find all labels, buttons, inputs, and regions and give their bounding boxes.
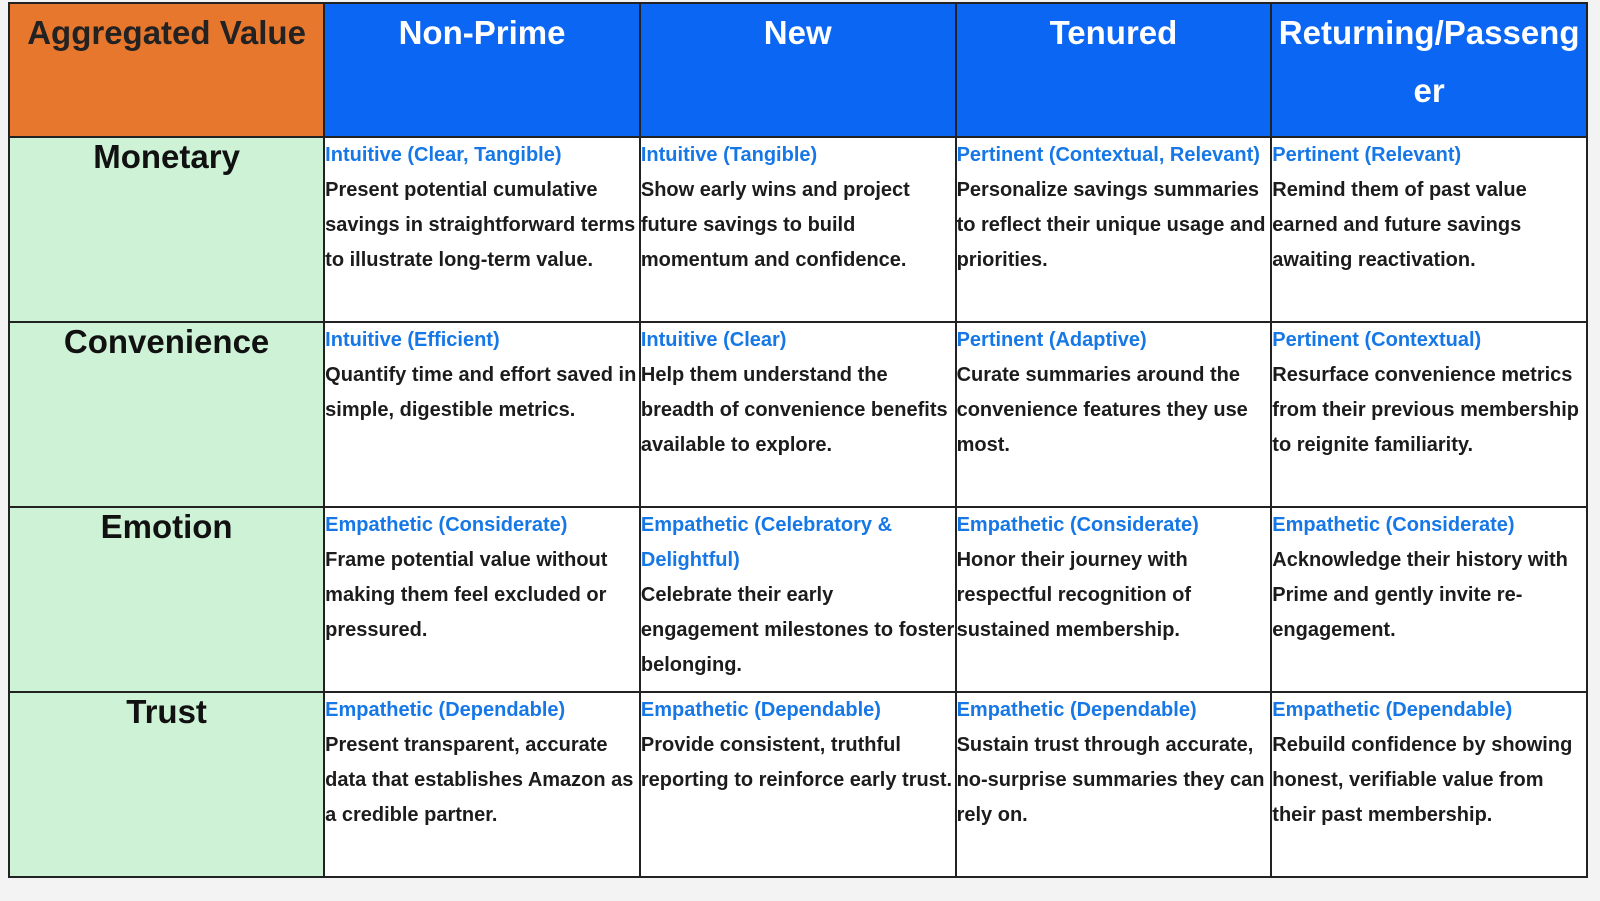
segment-header-new: New [638, 2, 957, 138]
table-cell: Empathetic (Dependable) Present transpar… [323, 691, 641, 878]
cell-tag: Intuitive (Efficient) [325, 329, 500, 351]
cell-text: Frame potential value without making the… [325, 549, 608, 641]
cell-tag: Intuitive (Clear, Tangible) [325, 144, 562, 166]
table-cell: Empathetic (Celebratory & Delightful) Ce… [638, 506, 957, 693]
table-cell: Pertinent (Relevant) Remind them of past… [1270, 136, 1588, 323]
table-cell: Empathetic (Dependable) Sustain trust th… [954, 691, 1273, 878]
cell-tag: Empathetic (Considerate) [956, 514, 1199, 536]
cell-text: Provide consistent, truthful reporting t… [640, 734, 953, 791]
table-cell: Empathetic (Dependable) Rebuild confiden… [1270, 691, 1588, 878]
table-row-emotion: Emotion Empathetic (Considerate) Frame p… [7, 506, 1588, 693]
cell-text: Rebuild confidence by showing honest, ve… [1272, 734, 1573, 826]
segment-header-returning: Returning/Passenger [1270, 2, 1588, 138]
table-row-trust: Trust Empathetic (Dependable) Present tr… [7, 691, 1588, 878]
cell-tag: Empathetic (Dependable) [640, 699, 881, 721]
table-row-monetary: Monetary Intuitive (Clear, Tangible) Pre… [7, 136, 1588, 323]
table-cell: Pertinent (Contextual, Relevant) Persona… [954, 136, 1273, 323]
table-cell: Pertinent (Adaptive) Curate summaries ar… [954, 321, 1273, 508]
cell-text: Celebrate their early engagement milesto… [640, 584, 955, 676]
row-label-convenience: Convenience [7, 321, 326, 508]
table-cell: Empathetic (Considerate) Honor their jou… [954, 506, 1273, 693]
header-row: Aggregated Value Non-Prime New Tenured R… [7, 2, 1588, 138]
segment-header-tenured: Tenured [954, 2, 1273, 138]
cell-text: Remind them of past value earned and fut… [1272, 179, 1527, 271]
cell-tag: Empathetic (Considerate) [1272, 514, 1515, 536]
table-cell: Empathetic (Dependable) Provide consiste… [638, 691, 957, 878]
cell-tag: Empathetic (Celebratory & Delightful) [640, 514, 893, 571]
table-cell: Intuitive (Tangible) Show early wins and… [638, 136, 957, 323]
cell-tag: Pertinent (Contextual, Relevant) [956, 144, 1260, 166]
table-cell: Empathetic (Considerate) Acknowledge the… [1270, 506, 1588, 693]
cell-tag: Empathetic (Dependable) [956, 699, 1197, 721]
row-label-monetary: Monetary [7, 136, 326, 323]
cell-tag: Intuitive (Clear) [640, 329, 787, 351]
cell-tag: Intuitive (Tangible) [640, 144, 818, 166]
table-row-convenience: Convenience Intuitive (Efficient) Quanti… [7, 321, 1588, 508]
cell-text: Present transparent, accurate data that … [325, 734, 634, 826]
cell-text: Show early wins and project future savin… [640, 179, 910, 271]
corner-header: Aggregated Value [7, 2, 326, 138]
cell-tag: Empathetic (Dependable) [1272, 699, 1513, 721]
row-label-emotion: Emotion [7, 506, 326, 693]
cell-text: Curate summaries around the convenience … [956, 364, 1248, 456]
cell-tag: Pertinent (Contextual) [1272, 329, 1482, 351]
cell-text: Quantify time and effort saved in simple… [325, 364, 637, 421]
table-cell: Intuitive (Clear, Tangible) Present pote… [323, 136, 641, 323]
table-cell: Empathetic (Considerate) Frame potential… [323, 506, 641, 693]
row-label-trust: Trust [7, 691, 326, 878]
cell-text: Present potential cumulative savings in … [325, 179, 636, 271]
table-cell: Intuitive (Efficient) Quantify time and … [323, 321, 641, 508]
cell-text: Honor their journey with respectful reco… [956, 549, 1192, 641]
cell-text: Sustain trust through accurate, no-surpr… [956, 734, 1265, 826]
cell-text: Resurface convenience metrics from their… [1272, 364, 1580, 456]
cell-tag: Empathetic (Considerate) [325, 514, 568, 536]
cell-tag: Empathetic (Dependable) [325, 699, 566, 721]
cell-tag: Pertinent (Adaptive) [956, 329, 1147, 351]
segment-header-non-prime: Non-Prime [323, 2, 641, 138]
cell-tag: Pertinent (Relevant) [1272, 144, 1462, 166]
value-matrix-table: Aggregated Value Non-Prime New Tenured R… [7, 2, 1588, 878]
cell-text: Help them understand the breadth of conv… [640, 364, 948, 456]
cell-text: Personalize savings summaries to reflect… [956, 179, 1266, 271]
cell-text: Acknowledge their history with Prime and… [1272, 549, 1568, 641]
table-cell: Pertinent (Contextual) Resurface conveni… [1270, 321, 1588, 508]
table-cell: Intuitive (Clear) Help them understand t… [638, 321, 957, 508]
